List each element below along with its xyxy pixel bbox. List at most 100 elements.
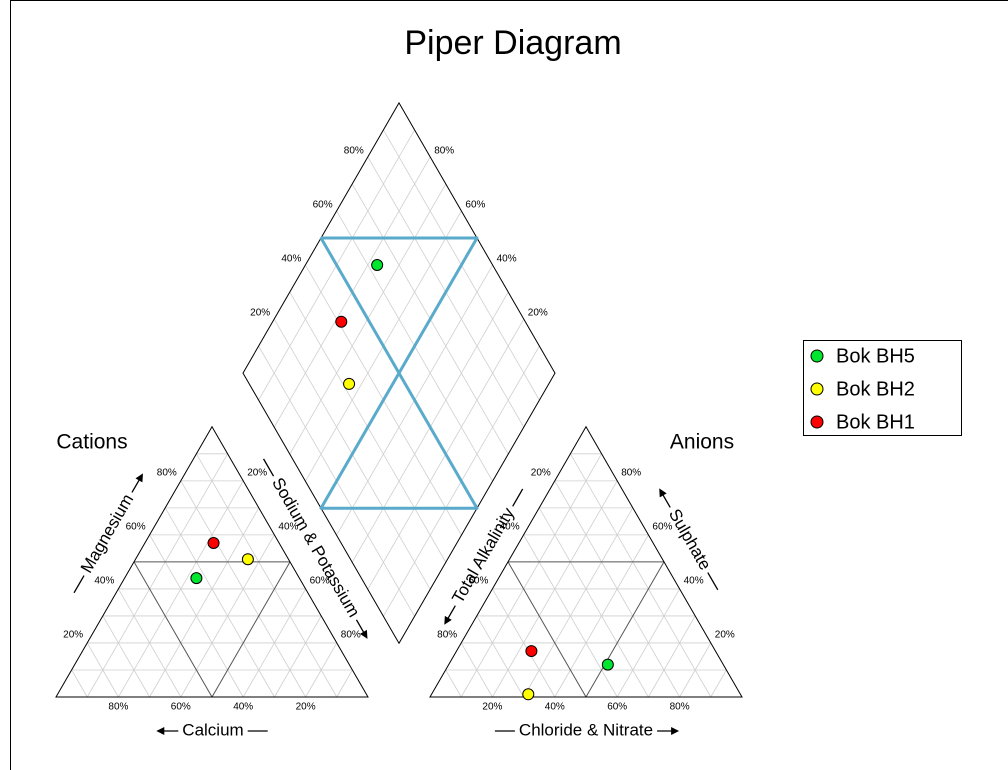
cation-grid-line xyxy=(86,453,228,698)
axis-arrowhead xyxy=(671,727,680,735)
axis-line xyxy=(262,458,275,477)
axis-line xyxy=(707,572,719,591)
sodium-potassium-tick-label: 20% xyxy=(247,467,267,478)
axis-label: Chloride & Nitrate xyxy=(519,720,653,739)
alkalinity-tick-label: 60% xyxy=(468,576,488,587)
anions-label: Anions xyxy=(670,431,734,454)
grid-layer xyxy=(71,129,727,698)
axis-label-group: Chloride & Nitrate xyxy=(494,720,680,739)
chart-title: Piper Diagram xyxy=(404,24,621,62)
anion-grid-line xyxy=(476,615,524,698)
diamond-field-lines xyxy=(319,236,479,510)
anion-grid-line xyxy=(460,453,602,698)
axis-arrowhead xyxy=(444,615,452,625)
anion-grid-line xyxy=(585,561,665,698)
calcium-tick-label: 40% xyxy=(233,702,253,713)
magnesium-tick-label: 60% xyxy=(126,522,146,533)
anion-point xyxy=(601,658,614,671)
cation-grid-line xyxy=(242,588,306,698)
chloride-nitrate-tick-label: 20% xyxy=(482,702,502,713)
anion-point xyxy=(522,688,535,701)
cation-point xyxy=(241,553,254,566)
axis-arrowhead xyxy=(659,488,667,498)
sodium-potassium-tick-label: 80% xyxy=(341,630,361,641)
alkalinity-tick-label: 80% xyxy=(437,630,457,641)
legend-label: Bok BH5 xyxy=(836,345,915,367)
calcium-tick-label: 20% xyxy=(296,702,316,713)
anion-grid-line xyxy=(679,642,712,698)
axis-label-group: Calcium xyxy=(156,720,268,739)
axis-line xyxy=(512,488,524,507)
anion-grid-line xyxy=(538,507,649,698)
chloride-nitrate-tick-label: 40% xyxy=(545,702,565,713)
sulphate-tick-label: 40% xyxy=(684,576,704,587)
legend-label: Bok BH1 xyxy=(836,411,915,433)
sodium-potassium-tick-label: 60% xyxy=(310,576,330,587)
axis-label-group: Sodium & Potassium xyxy=(262,458,368,639)
cation-grid-line xyxy=(196,453,338,698)
cation-grid-line xyxy=(336,669,353,698)
alkalinity-tick-label: 40% xyxy=(500,522,520,533)
cation-grid-line xyxy=(274,615,322,698)
chloride-nitrate-tick-label: 80% xyxy=(670,702,690,713)
legend-box xyxy=(803,340,962,436)
marks-layer xyxy=(190,259,614,701)
diamond-cation-tick-label: 40% xyxy=(497,254,517,265)
labels-layer: 20% 20% 20% 20% 20% 20% 20% 20% 40% 40% 40% 40% 40% 4… xyxy=(63,146,915,740)
diamond-point xyxy=(371,259,384,272)
axis-label: Magnesium xyxy=(77,491,137,577)
diamond-cation-tick-label: 60% xyxy=(465,200,485,211)
frame-layer xyxy=(55,101,743,698)
cations-label: Cations xyxy=(56,431,127,454)
anion-grid-line xyxy=(570,453,712,698)
cation-grid-line xyxy=(86,642,119,698)
legend-swatch xyxy=(810,415,824,429)
anion-grid-line xyxy=(492,588,556,698)
diamond-anion-tick-label: 20% xyxy=(250,308,270,319)
alkalinity-tick-label: 20% xyxy=(531,467,551,478)
cation-outline xyxy=(55,425,369,698)
anion-grid-line xyxy=(616,588,680,698)
magnesium-tick-label: 40% xyxy=(94,576,114,587)
cation-grid-line xyxy=(118,588,182,698)
diamond-anion-tick-label: 40% xyxy=(281,254,301,265)
cation-point xyxy=(207,536,220,549)
calcium-tick-label: 80% xyxy=(108,702,128,713)
cation-grid-line xyxy=(133,561,213,698)
anion-grid-line xyxy=(710,669,727,698)
axis-label: Sodium & Potassium xyxy=(268,474,363,620)
cation-grid-line xyxy=(305,642,338,698)
chloride-nitrate-tick-label: 60% xyxy=(607,702,627,713)
cation-grid-line xyxy=(164,507,275,698)
magnesium-tick-label: 80% xyxy=(157,467,177,478)
cation-grid-line xyxy=(211,561,291,698)
axis-label: Total Alkalinity xyxy=(448,504,518,606)
anion-grid-line xyxy=(507,561,587,698)
cation-grid-line xyxy=(71,669,88,698)
anion-grid-line xyxy=(523,507,634,698)
diamond-cation-tick-label: 80% xyxy=(434,146,454,157)
legend-label: Bok BH2 xyxy=(836,378,915,400)
diamond-outline xyxy=(242,101,556,645)
diamond-point xyxy=(335,315,348,328)
diamond-anion-tick-label: 80% xyxy=(344,146,364,157)
cation-grid-line xyxy=(149,507,260,698)
diamond-point xyxy=(343,377,356,390)
sulphate-tick-label: 60% xyxy=(652,522,672,533)
axis-label: Sulphate xyxy=(665,506,715,574)
axis-line xyxy=(73,575,85,594)
anion-grid-line xyxy=(460,642,493,698)
anion-outline xyxy=(429,425,743,698)
legend-swatch xyxy=(810,349,824,363)
calcium-tick-label: 60% xyxy=(171,702,191,713)
cation-grid-line xyxy=(102,615,150,698)
diamond-anion-tick-label: 60% xyxy=(313,200,333,211)
axis-arrowhead xyxy=(156,727,165,735)
sulphate-tick-label: 20% xyxy=(715,630,735,641)
diamond-cation-tick-label: 20% xyxy=(528,308,548,319)
axis-label: Calcium xyxy=(182,720,243,739)
sulphate-tick-label: 80% xyxy=(621,467,641,478)
cation-point xyxy=(190,572,203,585)
